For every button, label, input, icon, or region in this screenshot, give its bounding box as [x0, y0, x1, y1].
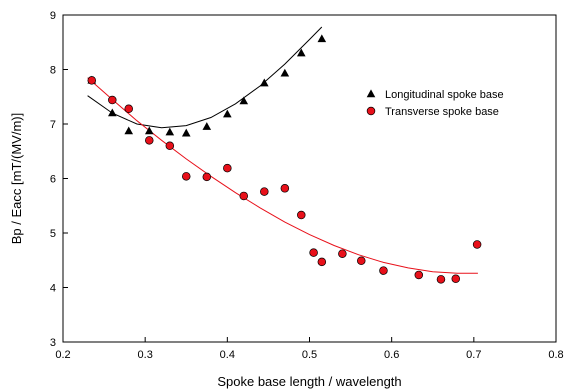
x-tick-label: 0.6 [384, 349, 399, 361]
x-tick-label: 0.8 [548, 349, 563, 361]
circle-point [239, 191, 249, 201]
circle-point [338, 249, 347, 258]
triangle-point [296, 48, 306, 57]
legend-triangle-icon [366, 89, 376, 98]
y-tick-label: 9 [50, 10, 56, 22]
fit-curve [87, 77, 478, 274]
circle-point [108, 95, 117, 105]
triangle-point [124, 126, 134, 135]
y-tick-label: 6 [50, 174, 56, 186]
x-tick-label: 0.4 [220, 349, 235, 361]
x-tick-label: 0.7 [466, 349, 481, 361]
triangle-point [239, 96, 249, 105]
triangle-point [202, 122, 212, 130]
circle-point [357, 256, 366, 266]
plot-area [62, 14, 557, 343]
triangle-point [144, 126, 154, 135]
y-tick-label: 7 [50, 119, 56, 131]
y-tick-label: 4 [50, 283, 56, 295]
circle-point [472, 240, 482, 249]
triangle-point [260, 78, 269, 87]
circle-point [124, 104, 133, 113]
x-tick-label: 0.5 [302, 349, 317, 361]
y-tick-label: 3 [50, 337, 56, 349]
legend: Longitudinal spoke base Transverse spoke … [366, 89, 504, 118]
x-tick-label: 0.3 [138, 349, 153, 361]
legend-label: Transverse spoke base [385, 106, 499, 118]
x-axis-title: Spoke base length / wavelength [217, 374, 401, 389]
triangle-point [108, 108, 117, 117]
legend-label: Longitudinal spoke base [385, 89, 504, 101]
circle-point [379, 266, 388, 275]
legend-circle-icon [366, 106, 376, 116]
circle-point [436, 275, 446, 284]
circle-point [260, 187, 269, 196]
circle-point [223, 163, 232, 173]
circle-point [165, 141, 175, 151]
circle-point [87, 76, 97, 85]
data-points [87, 34, 482, 284]
circle-point [297, 210, 306, 220]
triangle-point [181, 128, 191, 137]
fit-curve [87, 26, 323, 129]
circle-point [145, 136, 154, 145]
circle-point [202, 172, 212, 182]
y-axis-title: Bp / Eacc [mT/(MV/m)] [9, 113, 24, 244]
circle-point [451, 274, 461, 284]
circle-point [182, 172, 191, 181]
triangle-point [165, 127, 175, 136]
axis-ticks: 0.2 0.3 0.4 0.5 0.6 0.7 0.8 3 4 5 6 7 8 9 [50, 10, 564, 361]
y-tick-label: 5 [50, 228, 56, 240]
triangle-point [223, 109, 232, 118]
triangle-point [317, 34, 327, 43]
fit-curves [87, 26, 478, 274]
circle-point [280, 184, 290, 193]
circle-point [309, 248, 318, 257]
circle-point [414, 270, 424, 280]
triangle-point [280, 68, 290, 77]
y-tick-label: 8 [50, 65, 56, 77]
circle-point [317, 257, 327, 267]
x-tick-label: 0.2 [55, 349, 70, 361]
